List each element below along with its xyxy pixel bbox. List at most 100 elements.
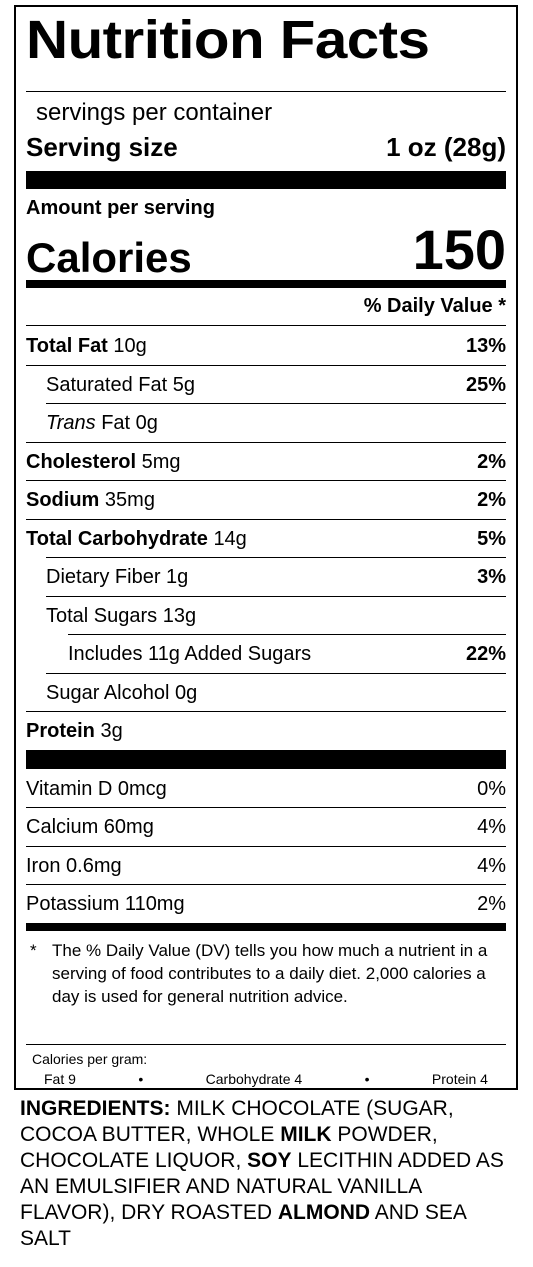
calories-per-gram-label: Calories per gram:: [32, 1051, 148, 1067]
nutrient-dv: 5%: [477, 527, 506, 550]
allergen-milk: MILK: [280, 1123, 332, 1146]
vitamin-row-potassium: Potassium 110mg 2%: [26, 885, 506, 923]
divider: [26, 365, 506, 366]
ingredients-heading: INGREDIENTS:: [20, 1097, 171, 1120]
calories-per-gram: Calories per gram: Fat 9 • Carbohydrate …: [32, 1051, 500, 1087]
nutrient-amount: 5mg: [141, 450, 181, 473]
ingredients-text: AND SEA SALT: [20, 1201, 466, 1250]
divider: [26, 807, 506, 808]
vitamin-name: Calcium 60mg: [26, 815, 154, 838]
nutrient-name: Total Carbohydrate: [26, 527, 208, 550]
nutrient-amount: 1g: [166, 565, 189, 588]
nutrient-amount: Fat 0g: [101, 411, 158, 434]
vitamin-name: Vitamin D 0mcg: [26, 777, 167, 800]
nutrient-row-sodium: Sodium 35mg 2%: [26, 481, 506, 519]
divider: [26, 711, 506, 712]
nutrient-dv: 2%: [477, 450, 506, 473]
daily-value-footnote: * The % Daily Value (DV) tells you how m…: [30, 939, 502, 1008]
nutrient-row-total-sugars: Total Sugars 13g: [26, 597, 506, 635]
nutrient-dv: 3%: [477, 565, 506, 588]
nutrient-name: Total Sugars: [46, 604, 158, 627]
vitamin-row-vitamin-d: Vitamin D 0mcg 0%: [26, 770, 506, 808]
divider: [26, 1044, 506, 1045]
daily-value-header: % Daily Value *: [363, 295, 506, 317]
nutrient-name: Protein: [26, 719, 95, 742]
nutrient-name: Includes 11g Added Sugars: [68, 642, 312, 665]
footnote-text: The % Daily Value (DV) tells you how muc…: [52, 941, 488, 1006]
nutrient-name: Saturated Fat: [46, 373, 168, 396]
nutrient-row-saturated-fat: Saturated Fat 5g 25%: [26, 366, 506, 404]
nutrient-amount: 0g: [174, 681, 198, 704]
nutrient-row-protein: Protein 3g: [26, 712, 506, 750]
calories-label: Calories: [26, 234, 192, 281]
divider: [46, 596, 506, 597]
ingredients-statement: INGREDIENTS: MILK CHOCOLATE (SUGAR, COCO…: [20, 1096, 520, 1252]
label-title: Nutrition Facts: [26, 10, 430, 70]
footnote-star: *: [30, 941, 37, 960]
vitamin-row-iron: Iron 0.6mg 4%: [26, 847, 506, 885]
vitamin-dv: 2%: [477, 892, 506, 915]
nutrient-dv: 25%: [465, 373, 506, 396]
amount-per-serving: Amount per serving: [26, 197, 215, 219]
nutrient-row-trans-fat: Trans Fat 0g: [26, 404, 506, 442]
cpg-bullet: •: [138, 1071, 144, 1087]
nutrient-dv: 13%: [465, 334, 506, 357]
nutrient-amount: 3g: [100, 719, 123, 742]
cpg-bullet: •: [364, 1071, 370, 1087]
nutrient-amount: 5g: [172, 373, 195, 396]
divider: [46, 557, 506, 558]
cpg-carbohydrate: Carbohydrate 4: [205, 1071, 303, 1087]
allergen-almond: ALMOND: [277, 1201, 371, 1224]
divider: [26, 884, 506, 885]
divider: [26, 519, 506, 520]
divider: [26, 480, 506, 481]
nutrient-amount: 35mg: [104, 488, 155, 511]
nutrient-row-cholesterol: Cholesterol 5mg 2%: [26, 443, 506, 481]
nutrient-dv: 2%: [477, 488, 506, 511]
nutrient-row-sugar-alcohol: Sugar Alcohol 0g: [26, 674, 506, 712]
nutrient-amount: 13g: [162, 604, 197, 627]
divider: [46, 403, 506, 404]
cpg-protein: Protein 4: [431, 1071, 488, 1087]
divider: [26, 91, 506, 92]
vitamin-dv: 4%: [477, 854, 506, 877]
nutrient-name: Trans: [46, 411, 96, 434]
thick-divider: [26, 171, 506, 189]
serving-size: Serving size 1 oz (28g): [26, 132, 506, 163]
nutrient-row-added-sugars: Includes 11g Added Sugars 22%: [26, 635, 506, 673]
divider: [68, 634, 506, 635]
nutrient-dv: 22%: [465, 642, 506, 665]
medium-divider: [26, 923, 506, 931]
nutrient-name: Total Fat: [26, 334, 108, 357]
divider: [46, 673, 506, 674]
vitamin-dv: 0%: [477, 777, 506, 800]
vitamin-name: Potassium 110mg: [26, 892, 185, 915]
vitamin-dv: 4%: [477, 815, 506, 838]
nutrient-name: Cholesterol: [26, 450, 137, 473]
vitamin-row-calcium: Calcium 60mg 4%: [26, 808, 506, 846]
nutrient-amount: 10g: [113, 334, 147, 357]
servings-per-container: servings per container: [36, 99, 273, 126]
nutrient-amount: 14g: [213, 527, 247, 550]
calories-row: Calories 150: [26, 217, 506, 282]
nutrient-row-total-carbohydrate: Total Carbohydrate 14g 5%: [26, 520, 506, 558]
medium-divider: [26, 280, 506, 288]
serving-size-value: 1 oz (28g): [386, 132, 506, 162]
nutrient-row-dietary-fiber: Dietary Fiber 1g 3%: [26, 558, 506, 596]
ingredients-text: POWDER, CHOCOLATE LIQUOR,: [20, 1123, 438, 1172]
nutrient-name: Sugar Alcohol: [46, 681, 170, 704]
calories-value: 150: [412, 218, 506, 281]
allergen-soy: SOY: [247, 1149, 292, 1172]
nutrition-label: Nutrition Facts servings per container S…: [14, 5, 518, 1090]
divider: [26, 846, 506, 847]
ingredients-text: LECITHIN ADDED AS AN EMULSIFIER AND NATU…: [20, 1149, 504, 1224]
nutrient-name: Sodium: [26, 488, 100, 511]
divider: [26, 325, 506, 326]
cpg-fat: Fat 9: [44, 1071, 76, 1087]
thick-divider: [26, 750, 506, 769]
divider: [26, 442, 506, 443]
serving-size-label: Serving size: [26, 132, 178, 162]
ingredients-text: MILK CHOCOLATE (SUGAR, COCOA BUTTER, WHO…: [20, 1097, 454, 1146]
vitamin-name: Iron 0.6mg: [26, 854, 122, 877]
nutrient-row-total-fat: Total Fat 10g 13%: [26, 327, 506, 365]
